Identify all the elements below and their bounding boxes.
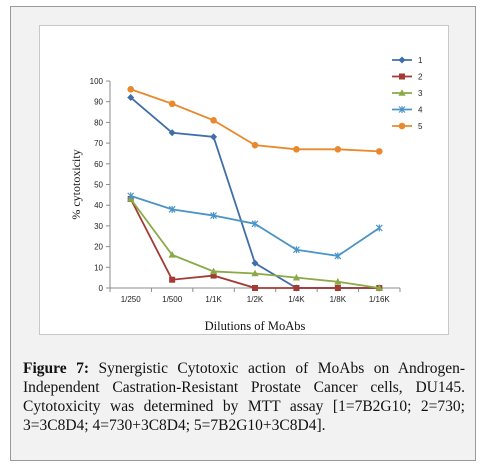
caption-lead: Figure 7:	[23, 360, 90, 377]
series-4-point	[293, 246, 300, 254]
y-tick-label: 10	[94, 263, 103, 272]
figure-caption: Figure 7: Synergistic Cytotoxic action o…	[23, 359, 465, 435]
legend-label-1: 1	[418, 56, 423, 65]
series-4-point	[127, 192, 135, 200]
series-4-point	[168, 205, 176, 213]
y-tick-label: 60	[94, 160, 103, 169]
series-5-point	[127, 85, 135, 93]
series-5-point	[375, 148, 383, 155]
series-3-point	[251, 269, 259, 277]
x-tick-label: 1/1K	[205, 295, 222, 304]
figure-box: 0 10 20 30 40 50 60 70 80 90 100 1/250 1/500 1/1K 1/2K…	[10, 6, 476, 461]
line-chart: 0 10 20 30 40 50 60 70 80 90 100 1/250 1/500 1/1K 1/2K…	[69, 56, 423, 333]
series-4-point	[334, 252, 342, 260]
y-tick-label: 0	[99, 284, 104, 293]
x-tick-label: 1/2K	[247, 295, 264, 304]
y-axis-title: % cytotoxicity	[69, 149, 83, 219]
series-5-point	[168, 100, 176, 108]
legend-marker-1	[398, 56, 406, 64]
series-3-point	[334, 277, 342, 285]
series-4-point	[210, 212, 217, 220]
series-1-point	[127, 94, 135, 102]
legend-marker-5	[398, 122, 406, 130]
x-tick-label: 1/500	[162, 295, 183, 304]
legend-label-3: 3	[418, 89, 423, 98]
series-1-point	[210, 133, 218, 141]
x-tick-label: 1/16K	[369, 295, 391, 304]
series-4-point	[251, 220, 259, 228]
series-2-point	[210, 272, 217, 279]
series-3-point	[209, 267, 218, 275]
y-tick-label: 50	[94, 181, 103, 190]
y-tick-label: 20	[94, 243, 103, 252]
y-tick-label: 90	[94, 98, 103, 107]
series-2-point	[252, 285, 258, 291]
y-tick-label: 40	[94, 201, 103, 210]
series-3-point	[168, 251, 176, 258]
x-tick-label: 1/8K	[330, 295, 347, 304]
series-2-point	[334, 285, 341, 291]
legend-label-2: 2	[418, 73, 423, 82]
series-1-point	[168, 129, 176, 137]
series-5-point	[251, 141, 259, 149]
plot-frame: 0 10 20 30 40 50 60 70 80 90 100 1/250 1/500 1/1K 1/2K…	[39, 25, 449, 335]
y-tick-label: 70	[94, 139, 103, 148]
series-3-point	[375, 284, 383, 291]
series-5-point	[334, 146, 342, 153]
legend-marker-2	[399, 73, 405, 80]
series-1-point	[251, 259, 259, 267]
series-3-point	[292, 273, 301, 281]
y-tick-label: 80	[94, 118, 103, 127]
x-tick-label: 1/250	[121, 295, 142, 304]
series-1-line	[130, 96, 380, 289]
x-axis-title: Dilutions of MoAbs	[205, 319, 306, 333]
caption-text: Synergistic Cytotoxic action of MoAbs on…	[23, 360, 465, 434]
series-2-point	[293, 285, 300, 291]
legend-label-4: 4	[418, 106, 423, 115]
legend-label-5: 5	[418, 122, 423, 131]
series-4-point	[375, 224, 383, 232]
y-tick-label: 100	[90, 77, 104, 86]
x-tick-label: 1/4K	[288, 295, 305, 304]
y-tick-label: 30	[94, 222, 103, 231]
legend-marker-3	[398, 89, 406, 96]
series-5-point	[210, 117, 217, 124]
legend-marker-4	[398, 106, 406, 113]
series-2-point	[169, 276, 176, 283]
series-5-point	[293, 146, 300, 153]
